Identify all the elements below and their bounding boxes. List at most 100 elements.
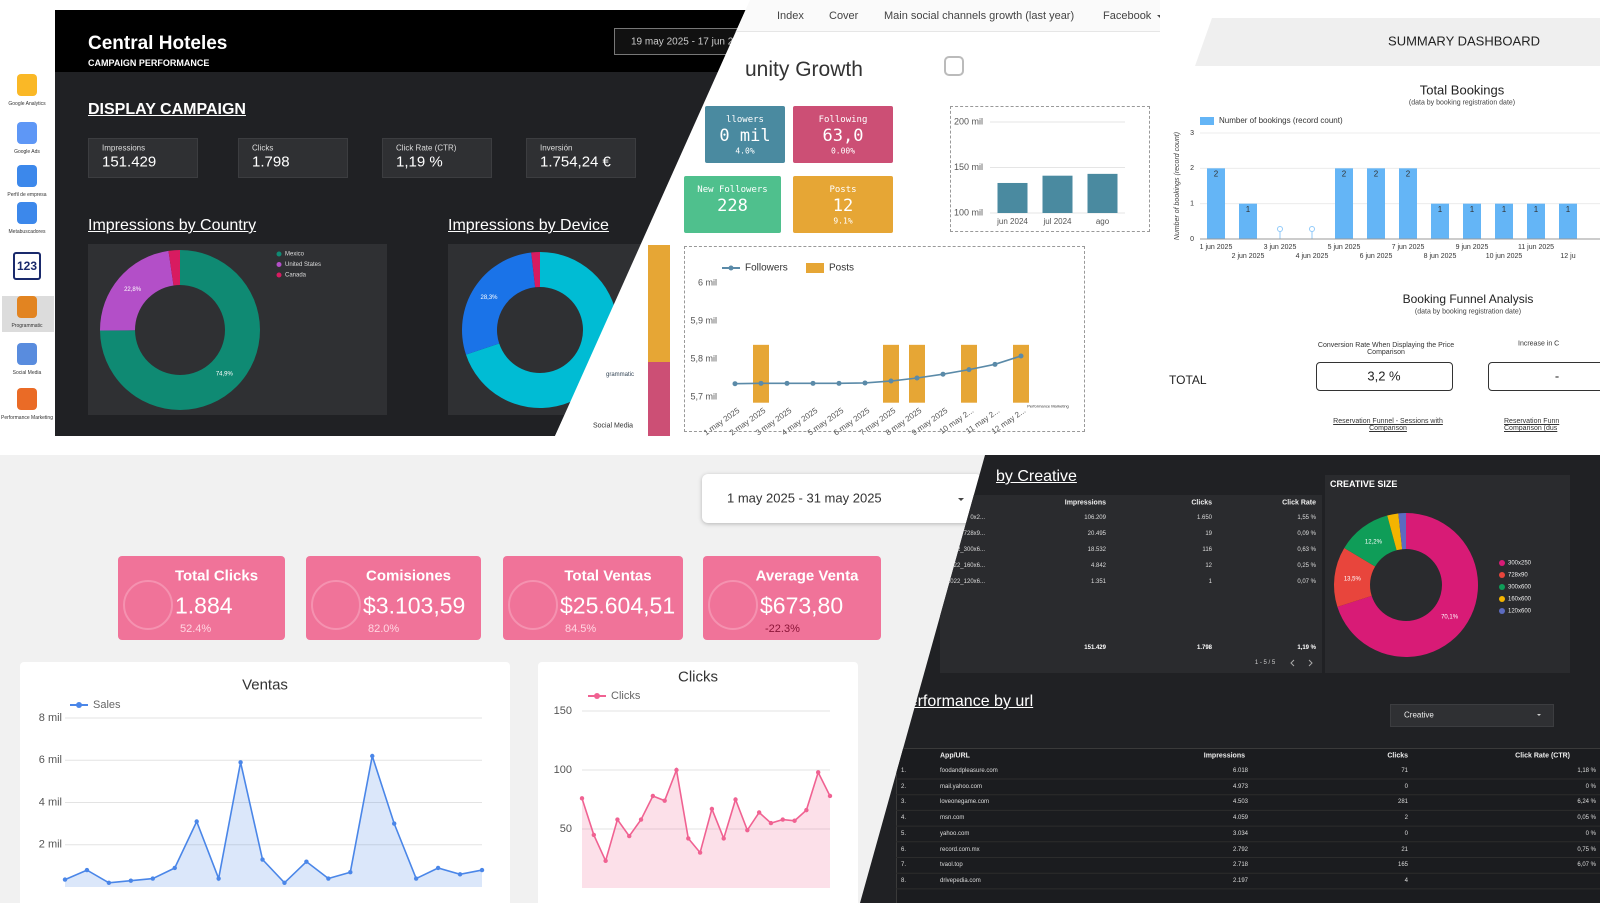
x-tick-label: jun 2024 bbox=[996, 217, 1028, 226]
legend-swatch bbox=[1499, 608, 1505, 614]
point bbox=[810, 380, 816, 386]
metric-label: New Followers bbox=[697, 185, 768, 195]
column-header: Click Rate (CTR) bbox=[1515, 752, 1570, 760]
zero-point bbox=[1309, 226, 1315, 232]
sidebar-label: Metabuscadores bbox=[8, 229, 46, 235]
table-box bbox=[940, 495, 1322, 673]
legend-swatch bbox=[1499, 584, 1505, 590]
cell: loveonegame.com bbox=[940, 799, 990, 806]
x-tick-label: 1 jun 2025 bbox=[1200, 244, 1233, 251]
cell: 3. bbox=[901, 799, 907, 806]
kpi-watermark bbox=[311, 580, 361, 630]
cell: _2022_120x6... bbox=[943, 579, 985, 585]
cell: 20.495 bbox=[1087, 531, 1106, 537]
sidebar-icon bbox=[17, 165, 37, 187]
cell: 7. bbox=[901, 862, 907, 869]
value-box bbox=[1488, 362, 1600, 391]
metric-value: 0 mil bbox=[719, 126, 771, 146]
metric-change: 4.0% bbox=[735, 146, 755, 156]
kpi-card bbox=[118, 556, 285, 640]
dropdown-arrow bbox=[1157, 15, 1160, 18]
cell: 0,25 % bbox=[1297, 563, 1316, 569]
sidebar-icon bbox=[17, 343, 37, 365]
donut-slice bbox=[531, 252, 540, 288]
line bbox=[581, 767, 831, 864]
cell: mail.yahoo.com bbox=[940, 783, 983, 790]
kpi-watermark bbox=[508, 580, 558, 630]
donut-slice bbox=[100, 250, 260, 410]
kpi-watermark bbox=[123, 580, 173, 630]
point bbox=[435, 865, 441, 871]
point bbox=[784, 380, 790, 386]
cell: 6,07 % bbox=[1577, 862, 1596, 869]
point bbox=[579, 796, 585, 801]
donut-slice bbox=[1398, 513, 1406, 550]
section-title: DISPLAY CAMPAIGN bbox=[88, 101, 246, 118]
sidebar-icon bbox=[17, 122, 37, 144]
x-tick-label: 6 jun 2025 bbox=[1360, 253, 1393, 260]
social-panel: 100 mil 150 mil 200 mil jun 2024 jul 2024 ago… bbox=[555, 0, 1160, 436]
cell: 1. bbox=[901, 768, 907, 774]
metric-label: Following bbox=[818, 115, 868, 125]
kpi-value: 1.754,24 € bbox=[540, 153, 611, 171]
y-tick-label: 5,9 mil bbox=[690, 315, 717, 325]
kpi-change: 52.4% bbox=[180, 623, 212, 635]
cell: 1.351 bbox=[1090, 579, 1106, 585]
cell: 6. bbox=[901, 846, 907, 853]
sidebar-label: Perfil de empresa bbox=[7, 192, 47, 198]
y-tick-label: 8 mil bbox=[39, 712, 62, 724]
point bbox=[940, 371, 946, 377]
metric-change: 9.1% bbox=[833, 216, 853, 226]
icon-123 bbox=[13, 252, 41, 280]
dropdown-arrow bbox=[1537, 714, 1541, 716]
point bbox=[756, 810, 762, 815]
line bbox=[64, 755, 483, 884]
cell: drivepedia.com bbox=[940, 877, 981, 884]
data-label: 1 bbox=[1566, 205, 1571, 214]
y-tick-label: 50 bbox=[560, 823, 572, 835]
metric-value: 12 bbox=[832, 196, 854, 216]
kpi-value: 1.884 bbox=[175, 592, 233, 619]
cell: 0 % bbox=[1585, 783, 1596, 790]
legend-label: Posts bbox=[829, 263, 854, 274]
date-range bbox=[614, 28, 750, 55]
y-tick-label: 150 bbox=[554, 705, 572, 717]
pager-next bbox=[1308, 659, 1313, 667]
kpi-label: Inversión bbox=[540, 143, 573, 153]
icon bbox=[944, 56, 964, 76]
cell: 165 bbox=[1397, 862, 1408, 869]
icon-text: 123 bbox=[16, 259, 38, 273]
sales-panel-graphics: 2 mil 4 mil 6 mil 8 mil Sales 50 100 150 Clicks bbox=[39, 498, 964, 888]
kpi-value: 1,19 % bbox=[396, 153, 443, 171]
point bbox=[780, 817, 785, 822]
kpi-value: $3.103,59 bbox=[363, 592, 466, 619]
point bbox=[792, 818, 797, 823]
y-axis-label: Number of bookings (record count) bbox=[1174, 132, 1181, 240]
metric-card bbox=[684, 176, 781, 233]
kpi-card bbox=[526, 138, 636, 178]
chart-box bbox=[684, 246, 1085, 432]
cell: 21 bbox=[1401, 846, 1408, 853]
point bbox=[216, 876, 221, 881]
cell: 2022_160x6... bbox=[946, 563, 985, 569]
slice-label: 74,9% bbox=[216, 372, 234, 378]
sidebar-label: Social Media bbox=[12, 370, 42, 376]
point bbox=[709, 806, 715, 812]
legend-label: Sales bbox=[93, 699, 121, 711]
legend-label: United States bbox=[285, 262, 321, 268]
funnel-subtitle: (data by booking registration date) bbox=[1414, 308, 1522, 316]
x-tick-label: 2 jun 2025 bbox=[1232, 253, 1265, 260]
bar bbox=[1431, 203, 1449, 239]
legend-dot bbox=[728, 265, 734, 271]
cell: 6.018 bbox=[1232, 768, 1248, 774]
metric-change: 0.00% bbox=[830, 146, 856, 156]
point bbox=[804, 807, 809, 813]
kpi-card bbox=[306, 556, 481, 640]
y-tick-label: 100 mil bbox=[954, 207, 983, 217]
point bbox=[370, 753, 375, 759]
kpi-card bbox=[503, 556, 683, 640]
donut-slice bbox=[99, 250, 174, 331]
legend-dot bbox=[76, 702, 82, 708]
legend-label: 300x250 bbox=[1508, 561, 1532, 567]
report-link: Reservation Funnel - Sessions with Compa… bbox=[1333, 418, 1443, 432]
